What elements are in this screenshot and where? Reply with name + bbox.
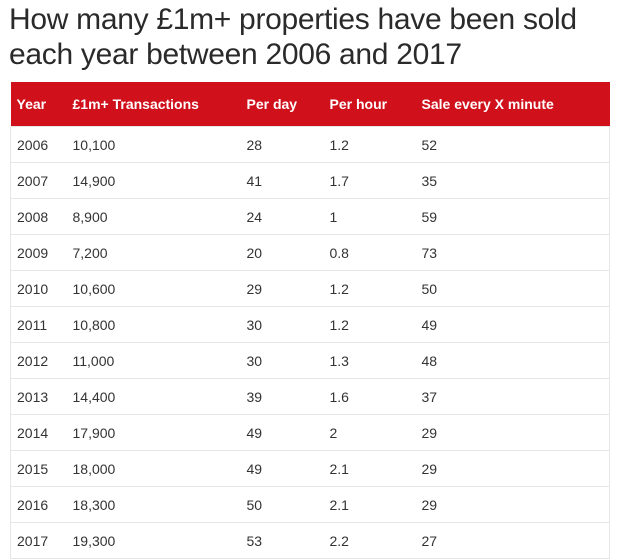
data-table: Year £1m+ Transactions Per day Per hour … — [10, 82, 610, 559]
cell-transactions: 18,300 — [66, 486, 241, 523]
header-year: Year — [10, 82, 67, 127]
cell-per-hour: 2.1 — [323, 486, 416, 523]
cell-transactions: 8,900 — [66, 198, 241, 235]
table-header: Year £1m+ Transactions Per day Per hour … — [10, 82, 610, 127]
cell-per-day: 24 — [240, 198, 324, 235]
cell-per-day: 30 — [240, 306, 324, 343]
cell-sale-every-x-minute: 35 — [415, 162, 610, 199]
cell-sale-every-x-minute: 59 — [415, 198, 610, 235]
cell-transactions: 11,000 — [66, 342, 241, 379]
cell-per-hour: 1 — [323, 198, 416, 235]
cell-transactions: 10,100 — [66, 126, 241, 163]
table-row: 2014 17,900 49 2 29 — [10, 414, 610, 451]
cell-per-day: 30 — [240, 342, 324, 379]
table-row: 2016 18,300 50 2.1 29 — [10, 486, 610, 523]
cell-year: 2011 — [10, 306, 67, 343]
cell-per-day: 39 — [240, 378, 324, 415]
cell-transactions: 7,200 — [66, 234, 241, 271]
cell-per-day: 28 — [240, 126, 324, 163]
cell-year: 2013 — [10, 378, 67, 415]
table-row: 2007 14,900 41 1.7 35 — [10, 162, 610, 199]
table-row: 2010 10,600 29 1.2 50 — [10, 270, 610, 307]
cell-per-day: 53 — [240, 522, 324, 559]
cell-sale-every-x-minute: 37 — [415, 378, 610, 415]
table-body: 2006 10,100 28 1.2 52 2007 14,900 41 1.7 35 2008 8,… — [10, 126, 610, 559]
cell-per-day: 20 — [240, 234, 324, 271]
cell-sale-every-x-minute: 50 — [415, 270, 610, 307]
cell-per-day: 49 — [240, 414, 324, 451]
cell-year: 2006 — [10, 126, 67, 163]
cell-per-hour: 1.7 — [323, 162, 416, 199]
table-header-row: Year £1m+ Transactions Per day Per hour … — [10, 82, 610, 127]
cell-year: 2015 — [10, 450, 67, 487]
cell-transactions: 10,800 — [66, 306, 241, 343]
cell-year: 2008 — [10, 198, 67, 235]
cell-per-hour: 0.8 — [323, 234, 416, 271]
header-per-hour: Per hour — [323, 82, 416, 127]
table-row: 2015 18,000 49 2.1 29 — [10, 450, 610, 487]
cell-transactions: 17,900 — [66, 414, 241, 451]
cell-sale-every-x-minute: 52 — [415, 126, 610, 163]
page-title: How many £1m+ properties have been sold … — [9, 3, 577, 71]
cell-per-hour: 1.2 — [323, 306, 416, 343]
table-row: 2009 7,200 20 0.8 73 — [10, 234, 610, 271]
header-sale-every-x-minute: Sale every X minute — [415, 82, 610, 127]
cell-year: 2016 — [10, 486, 67, 523]
cell-per-day: 49 — [240, 450, 324, 487]
cell-year: 2007 — [10, 162, 67, 199]
cell-sale-every-x-minute: 48 — [415, 342, 610, 379]
header-transactions: £1m+ Transactions — [66, 82, 241, 127]
cell-sale-every-x-minute: 29 — [415, 486, 610, 523]
cell-year: 2014 — [10, 414, 67, 451]
table-row: 2017 19,300 53 2.2 27 — [10, 522, 610, 559]
cell-sale-every-x-minute: 29 — [415, 414, 610, 451]
cell-sale-every-x-minute: 27 — [415, 522, 610, 559]
cell-per-day: 41 — [240, 162, 324, 199]
cell-year: 2012 — [10, 342, 67, 379]
cell-transactions: 14,400 — [66, 378, 241, 415]
table-row: 2008 8,900 24 1 59 — [10, 198, 610, 235]
cell-per-day: 29 — [240, 270, 324, 307]
cell-per-hour: 2.1 — [323, 450, 416, 487]
cell-per-hour: 1.6 — [323, 378, 416, 415]
table-row: 2012 11,000 30 1.3 48 — [10, 342, 610, 379]
cell-per-hour: 1.2 — [323, 270, 416, 307]
cell-per-day: 50 — [240, 486, 324, 523]
cell-per-hour: 2.2 — [323, 522, 416, 559]
cell-transactions: 10,600 — [66, 270, 241, 307]
cell-year: 2010 — [10, 270, 67, 307]
table-row: 2006 10,100 28 1.2 52 — [10, 126, 610, 163]
cell-year: 2009 — [10, 234, 67, 271]
cell-per-hour: 1.3 — [323, 342, 416, 379]
cell-transactions: 18,000 — [66, 450, 241, 487]
table-row: 2011 10,800 30 1.2 49 — [10, 306, 610, 343]
table-row: 2013 14,400 39 1.6 37 — [10, 378, 610, 415]
cell-sale-every-x-minute: 49 — [415, 306, 610, 343]
cell-sale-every-x-minute: 29 — [415, 450, 610, 487]
cell-transactions: 19,300 — [66, 522, 241, 559]
cell-year: 2017 — [10, 522, 67, 559]
cell-per-hour: 2 — [323, 414, 416, 451]
header-per-day: Per day — [240, 82, 324, 127]
cell-per-hour: 1.2 — [323, 126, 416, 163]
cell-sale-every-x-minute: 73 — [415, 234, 610, 271]
cell-transactions: 14,900 — [66, 162, 241, 199]
